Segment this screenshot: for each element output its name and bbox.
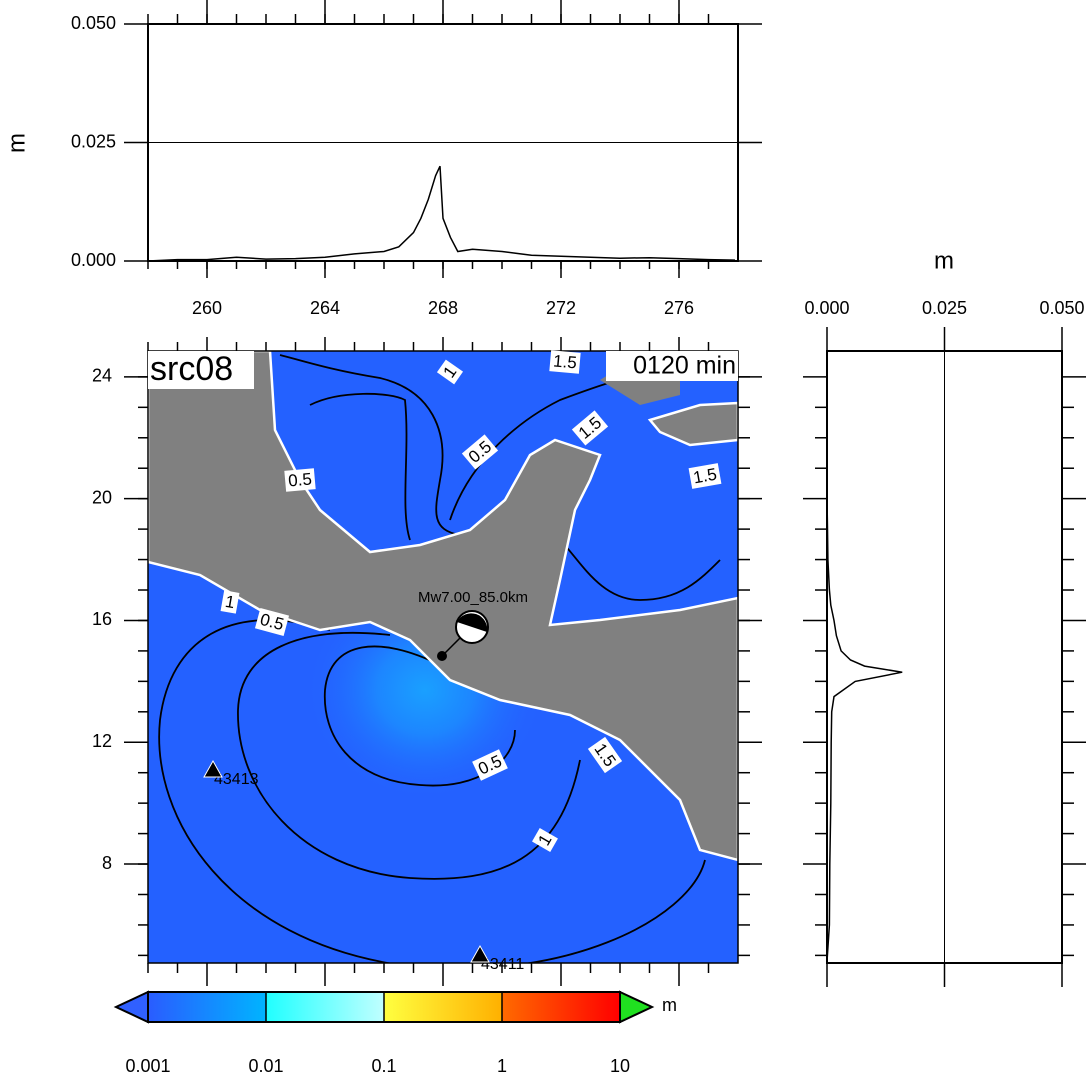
contour-label-bg <box>284 468 316 492</box>
contour-line <box>559 539 721 601</box>
y-tick-label: 24 <box>92 366 112 386</box>
beach-ball-quadrant <box>457 613 488 632</box>
x-tick-label: 276 <box>664 298 694 318</box>
source-label: Mw7.00_85.0km <box>418 589 528 606</box>
contour-label-bg <box>436 359 464 385</box>
time-label: 0120 min <box>633 352 736 380</box>
y-tick-label: 0.000 <box>71 250 116 270</box>
contour-label-group: 1.5 <box>688 463 722 489</box>
contour-label: 0.5 <box>287 469 312 490</box>
profile-line <box>826 352 903 962</box>
contour-label-bg <box>461 434 499 470</box>
colorbar-tick-label: 0.1 <box>371 1056 396 1076</box>
x-tick-label: 260 <box>192 298 222 318</box>
contour-label-bg <box>532 828 558 852</box>
contour-label-group: 0.5 <box>284 468 316 492</box>
y-tick-label: 0.025 <box>71 131 116 151</box>
colorbar-tick-label: 0.001 <box>125 1056 170 1076</box>
contour-line <box>237 631 581 880</box>
colorbar-over <box>619 990 655 1024</box>
x-tick-label: 268 <box>428 298 458 318</box>
y-axis-label: m <box>3 133 30 153</box>
colorbar-tick-label: 1 <box>497 1056 507 1076</box>
colorbar-tick-label: 0.01 <box>248 1056 283 1076</box>
colorbar-segment <box>148 992 266 1022</box>
contour-label-bg <box>571 410 609 446</box>
x-tick-label: 272 <box>546 298 576 318</box>
x-tick-label: 0.000 <box>804 298 849 318</box>
station-label: 43413 <box>214 771 259 788</box>
contour-line <box>158 619 706 963</box>
contour-label-bg <box>254 608 290 636</box>
title-box <box>148 351 254 389</box>
x-axis-label: m <box>934 247 954 274</box>
y-tick-label: 20 <box>92 487 112 507</box>
contour-label: 1.5 <box>692 465 719 488</box>
contour-label-bg <box>549 350 581 374</box>
contour-label-group: 1 <box>532 828 558 852</box>
epicenter <box>437 651 447 661</box>
contour-label-group: 0.5 <box>254 608 290 636</box>
contour-label: 1 <box>224 592 237 612</box>
contour-label-group: 1 <box>220 590 240 614</box>
profile-line <box>147 165 736 262</box>
y-tick-label: 16 <box>92 609 112 629</box>
y-tick-label: 0.050 <box>71 13 116 33</box>
colorbar-unit: m <box>662 995 677 1015</box>
land <box>647 401 738 447</box>
colorbar-segment <box>384 992 502 1022</box>
colorbar-segment <box>502 992 620 1022</box>
contour-label: 1.5 <box>552 351 577 372</box>
contour-line <box>309 392 411 541</box>
station-label: 43411 <box>481 956 524 973</box>
contour-label-group: 1 <box>436 359 464 385</box>
station-marker <box>203 759 223 778</box>
time-box <box>606 351 738 381</box>
colorbar-under <box>113 990 149 1024</box>
contour-label-bg <box>220 590 240 614</box>
contour-line <box>279 354 461 536</box>
map-title: src08 <box>150 350 233 388</box>
contour-label-group: 1.5 <box>549 350 581 374</box>
x-tick-label: 0.050 <box>1039 298 1084 318</box>
contour-label-bg <box>688 463 722 489</box>
colorbar-tick-label: 10 <box>610 1056 630 1076</box>
contour-label-bg <box>472 749 508 781</box>
x-tick-label: 0.025 <box>922 298 967 318</box>
x-tick-label: 264 <box>310 298 340 318</box>
y-tick-label: 12 <box>92 731 112 751</box>
contour-label-bg <box>587 736 623 774</box>
y-tick-label: 8 <box>102 853 112 873</box>
station-marker <box>470 944 490 963</box>
colorbar-segment <box>266 992 384 1022</box>
